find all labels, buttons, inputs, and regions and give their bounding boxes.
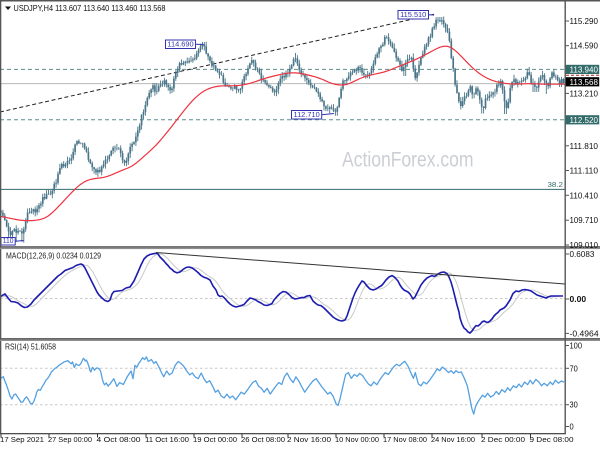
svg-text:113.568: 113.568 <box>570 77 599 87</box>
svg-text:112.520: 112.520 <box>570 115 599 125</box>
svg-text:26 Oct 08:00: 26 Oct 08:00 <box>241 435 285 444</box>
svg-text:113.940: 113.940 <box>570 64 599 74</box>
svg-text:110: 110 <box>3 236 14 245</box>
svg-text:MACD(12,26,9) 0.0234 0.0129: MACD(12,26,9) 0.0234 0.0129 <box>6 252 101 261</box>
svg-text:4 Oct 08:00: 4 Oct 08:00 <box>97 435 141 444</box>
svg-text:27 Sep 00:00: 27 Sep 00:00 <box>48 435 92 444</box>
svg-text:111.810: 111.810 <box>570 141 599 151</box>
svg-text:109.710: 109.710 <box>570 215 599 225</box>
svg-text:30: 30 <box>570 400 579 410</box>
svg-text:RSI(14) 51.6058: RSI(14) 51.6058 <box>5 343 56 352</box>
svg-text:38.2: 38.2 <box>548 180 564 189</box>
svg-text:110.410: 110.410 <box>570 190 599 200</box>
svg-text:115.290: 115.290 <box>570 16 599 26</box>
svg-text:109.010: 109.010 <box>570 240 599 250</box>
svg-text:112.710: 112.710 <box>294 110 320 119</box>
svg-text:111.110: 111.110 <box>570 166 599 176</box>
svg-text:24 Nov 16:00: 24 Nov 16:00 <box>431 435 475 444</box>
svg-text:-0.4964: -0.4964 <box>570 328 599 338</box>
svg-text:113.210: 113.210 <box>570 88 599 98</box>
svg-text:2 Nov 16:00: 2 Nov 16:00 <box>287 435 331 444</box>
svg-text:2 Dec 00:00: 2 Dec 00:00 <box>481 435 525 444</box>
svg-text:0.6083: 0.6083 <box>570 249 595 259</box>
svg-text:100: 100 <box>570 341 583 351</box>
svg-text:115.510: 115.510 <box>400 10 426 19</box>
svg-text:0.00: 0.00 <box>570 294 587 304</box>
svg-text:114.590: 114.590 <box>570 41 599 51</box>
svg-text:11 Oct 16:00: 11 Oct 16:00 <box>145 435 189 444</box>
svg-text:10 Nov 00:00: 10 Nov 00:00 <box>335 435 379 444</box>
svg-text:17 Nov 08:00: 17 Nov 08:00 <box>383 435 427 444</box>
svg-text:USDJPY,H4 113.607 113.640 113: USDJPY,H4 113.607 113.640 113.460 113.56… <box>14 3 166 13</box>
svg-text:70: 70 <box>570 363 579 373</box>
svg-text:19 Oct 00:00: 19 Oct 00:00 <box>193 435 237 444</box>
svg-text:ActionForex.com: ActionForex.com <box>342 148 474 172</box>
svg-text:17 Sep 2021: 17 Sep 2021 <box>0 435 44 444</box>
svg-text:114.690: 114.690 <box>167 40 193 49</box>
svg-text:0: 0 <box>570 422 575 432</box>
svg-text:9 Dec 08:00: 9 Dec 08:00 <box>530 435 574 444</box>
